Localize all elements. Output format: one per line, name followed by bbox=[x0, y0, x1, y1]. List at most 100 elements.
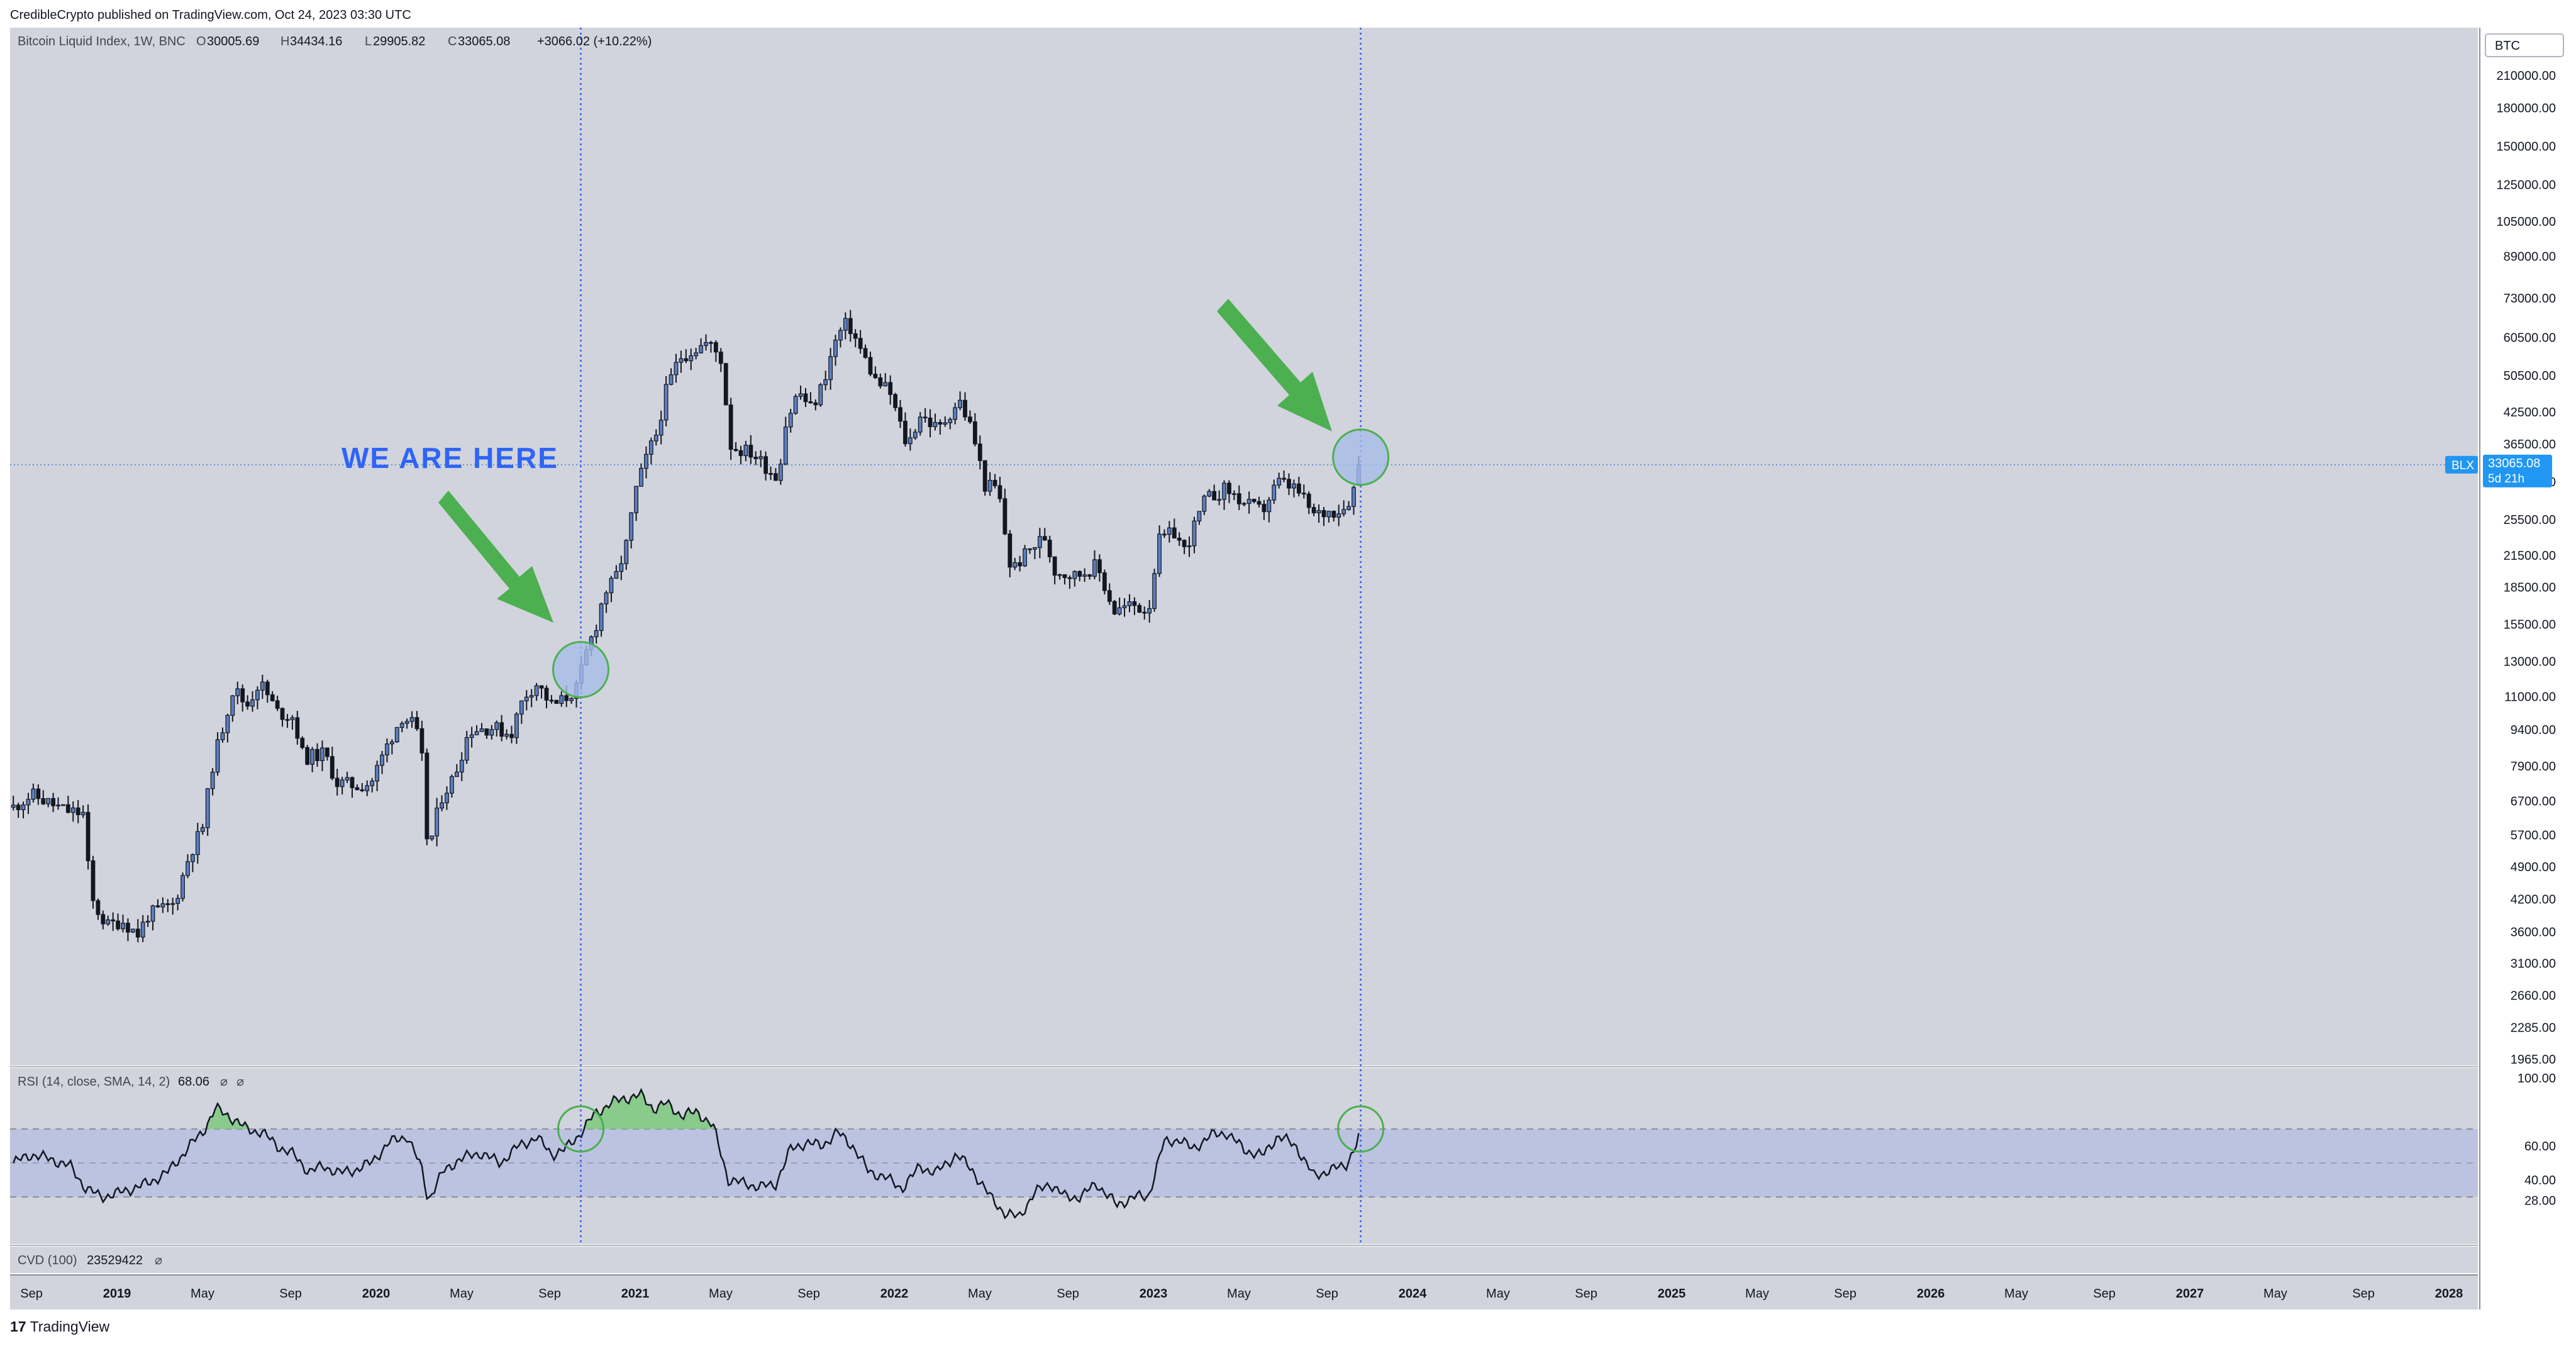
time-label-11: May bbox=[968, 1287, 992, 1301]
candle-body bbox=[1162, 533, 1167, 536]
candle-body bbox=[549, 699, 554, 702]
candle-body bbox=[1321, 510, 1326, 518]
candle-body bbox=[414, 717, 419, 730]
candle-body bbox=[394, 726, 399, 743]
price-tick-7: 60500.00 bbox=[2504, 331, 2556, 345]
time-label-24: Sep bbox=[2093, 1287, 2116, 1301]
price-tag: BLX 33065.08 5d 21h bbox=[2445, 454, 2552, 487]
candle-body bbox=[669, 374, 674, 385]
candle-body bbox=[186, 861, 190, 876]
candle-body bbox=[464, 737, 469, 761]
candle-body bbox=[1306, 493, 1311, 508]
candle-body bbox=[1222, 482, 1226, 500]
candle-body bbox=[1231, 493, 1236, 495]
rsi-settings-icon[interactable]: ⌀ bbox=[236, 1075, 244, 1089]
price-tick-17: 11000.00 bbox=[2504, 690, 2556, 704]
candle-body bbox=[1167, 527, 1172, 535]
price-tick-24: 3600.00 bbox=[2511, 925, 2556, 939]
candle-body bbox=[509, 733, 514, 738]
time-label-14: May bbox=[1227, 1287, 1251, 1301]
candlestick-series bbox=[11, 309, 1361, 943]
candle-body bbox=[619, 563, 624, 572]
rsi-ob-fill bbox=[206, 1123, 209, 1129]
candle-body bbox=[504, 733, 509, 737]
rsi-hide-icon[interactable]: ⌀ bbox=[220, 1075, 228, 1089]
candle-body bbox=[1062, 574, 1067, 578]
candle-body bbox=[1341, 509, 1346, 514]
price-tick-2: 150000.00 bbox=[2496, 140, 2556, 154]
cvd-pane[interactable] bbox=[10, 1247, 2478, 1273]
candle-body bbox=[250, 699, 255, 707]
candle-body bbox=[195, 831, 200, 855]
candle-body bbox=[86, 811, 91, 862]
rsi-ob-fill bbox=[236, 1118, 240, 1129]
currency-button[interactable]: BTC bbox=[2485, 33, 2564, 57]
candle-body bbox=[992, 480, 997, 486]
candle-body bbox=[31, 788, 36, 800]
candle-body bbox=[514, 713, 519, 738]
cvd-hide-icon[interactable]: ⌀ bbox=[155, 1254, 162, 1267]
candle-body bbox=[474, 731, 479, 735]
candle-body bbox=[191, 854, 195, 862]
time-label-16: 2024 bbox=[1399, 1287, 1427, 1301]
candle-body bbox=[778, 464, 783, 481]
candle-body bbox=[235, 688, 240, 696]
highlight-circle-2020 bbox=[552, 641, 609, 699]
rsi-ob-fill bbox=[697, 1112, 701, 1129]
rsi-ob-fill bbox=[219, 1108, 222, 1129]
candle-body bbox=[982, 460, 987, 492]
candle-body bbox=[674, 362, 679, 375]
candle-body bbox=[1326, 511, 1331, 518]
price-tick-4: 105000.00 bbox=[2496, 215, 2556, 229]
candle-body bbox=[1336, 513, 1341, 518]
candle-body bbox=[46, 798, 51, 804]
candle-body bbox=[419, 728, 425, 754]
candle-body bbox=[1147, 608, 1152, 614]
highlight-circle-2023 bbox=[1332, 428, 1390, 486]
candle-body bbox=[938, 422, 943, 425]
candle-body bbox=[1197, 511, 1202, 521]
time-label-8: May bbox=[709, 1287, 733, 1301]
candle-body bbox=[106, 919, 111, 925]
rsi-ob-fill bbox=[677, 1111, 680, 1129]
candle-body bbox=[769, 473, 773, 475]
candle-body bbox=[943, 422, 948, 425]
time-axis[interactable] bbox=[10, 1276, 2478, 1310]
candle-body bbox=[763, 456, 768, 474]
candle-body bbox=[1287, 479, 1291, 489]
candle-body bbox=[399, 723, 404, 728]
rsi-ob-fill bbox=[657, 1105, 660, 1129]
we-are-here-label: WE ARE HERE bbox=[341, 442, 558, 474]
candle-body bbox=[1236, 493, 1241, 504]
candle-body bbox=[519, 700, 524, 715]
candle-body bbox=[91, 860, 96, 901]
candle-body bbox=[1152, 573, 1157, 609]
price-axis[interactable] bbox=[2480, 28, 2576, 1310]
candle-body bbox=[290, 717, 295, 720]
rsi-ob-fill bbox=[702, 1121, 706, 1129]
rsi-ob-fill bbox=[622, 1096, 626, 1129]
rsi-tick-2: 40.00 bbox=[2524, 1174, 2556, 1187]
main-pane[interactable] bbox=[10, 28, 2478, 1065]
time-label-20: May bbox=[1745, 1287, 1769, 1301]
high-value: 34434.16 bbox=[290, 35, 342, 48]
ohlc-legend: O 30005.69 H 34434.16 L 29905.82 C 33065… bbox=[196, 35, 652, 48]
price-chart[interactable]: 210000.00 180000.00 150000.00 125000.00 1050… bbox=[0, 28, 2576, 1310]
candle-body bbox=[1117, 607, 1122, 615]
time-label-17: May bbox=[1486, 1287, 1510, 1301]
candle-body bbox=[858, 338, 863, 349]
candle-body bbox=[1277, 477, 1282, 486]
time-label-9: Sep bbox=[797, 1287, 820, 1301]
candle-body bbox=[1267, 499, 1272, 513]
price-tag-countdown: 5d 21h bbox=[2488, 472, 2524, 486]
candle-body bbox=[539, 685, 544, 689]
price-tick-6: 73000.00 bbox=[2504, 292, 2556, 306]
candle-body bbox=[1142, 611, 1147, 614]
candle-body bbox=[1252, 499, 1257, 502]
tradingview-logo[interactable]: 17 TradingView bbox=[10, 1318, 109, 1335]
candle-body bbox=[1172, 527, 1177, 539]
cvd-legend-value: 23529422 bbox=[87, 1254, 143, 1267]
candle-body bbox=[385, 743, 389, 756]
candle-body bbox=[494, 722, 499, 730]
candle-body bbox=[210, 771, 215, 789]
